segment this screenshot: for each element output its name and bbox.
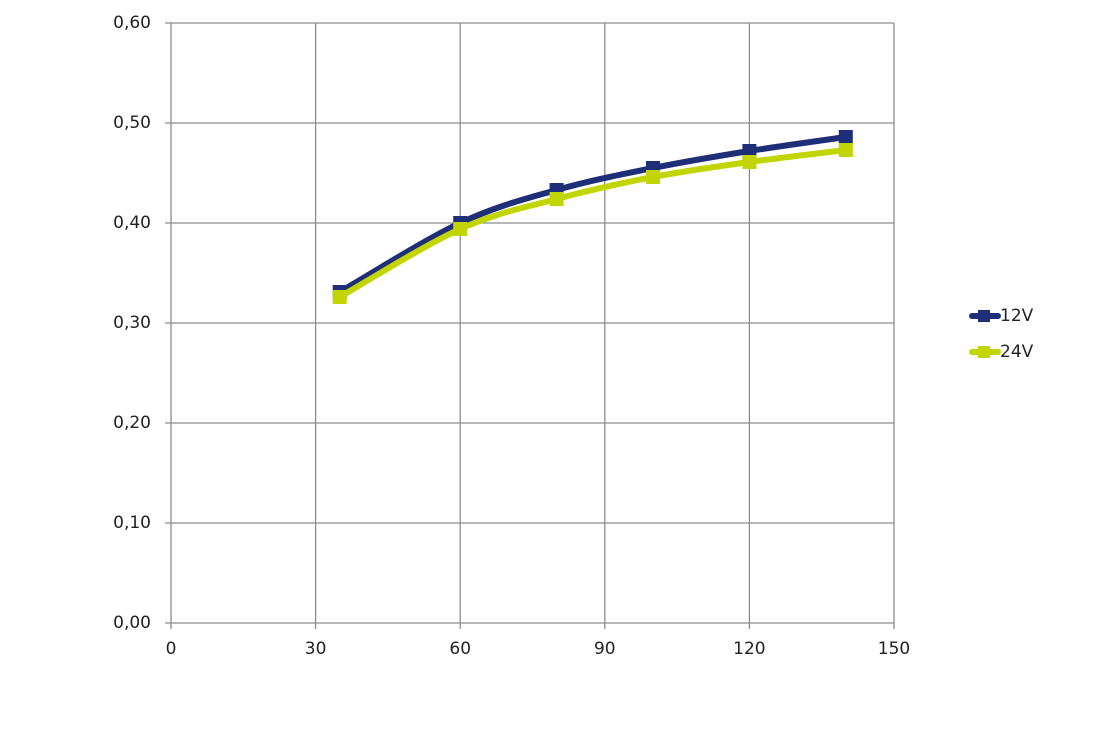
point-marker: [646, 170, 660, 184]
y-tick-label: 0,10: [113, 513, 151, 533]
x-tick-label: 90: [594, 639, 616, 659]
point-marker: [742, 144, 757, 158]
point-marker: [332, 290, 347, 304]
point-marker: [742, 155, 757, 169]
y-tick-label: 0,50: [113, 113, 151, 133]
legend-label: 24V: [1000, 342, 1034, 362]
x-tick-label: 120: [733, 639, 765, 659]
x-tick-label: 60: [449, 639, 471, 659]
x-tick-label: 0: [166, 639, 177, 659]
point-marker: [549, 192, 564, 206]
y-tick-label: 0,20: [113, 413, 151, 433]
x-tick-label: 30: [305, 639, 327, 659]
y-tick-label: 0,60: [113, 13, 151, 33]
x-tick-label: 150: [878, 639, 910, 659]
point-marker: [838, 130, 853, 144]
legend-label: 12V: [1000, 306, 1034, 326]
y-tick-label: 0,40: [113, 213, 151, 233]
point-marker: [838, 143, 853, 157]
y-tick-label: 0,00: [113, 613, 151, 633]
legend-marker: [978, 310, 990, 322]
y-tick-label: 0,30: [113, 313, 151, 333]
legend-marker: [978, 346, 990, 358]
point-marker: [453, 222, 468, 236]
